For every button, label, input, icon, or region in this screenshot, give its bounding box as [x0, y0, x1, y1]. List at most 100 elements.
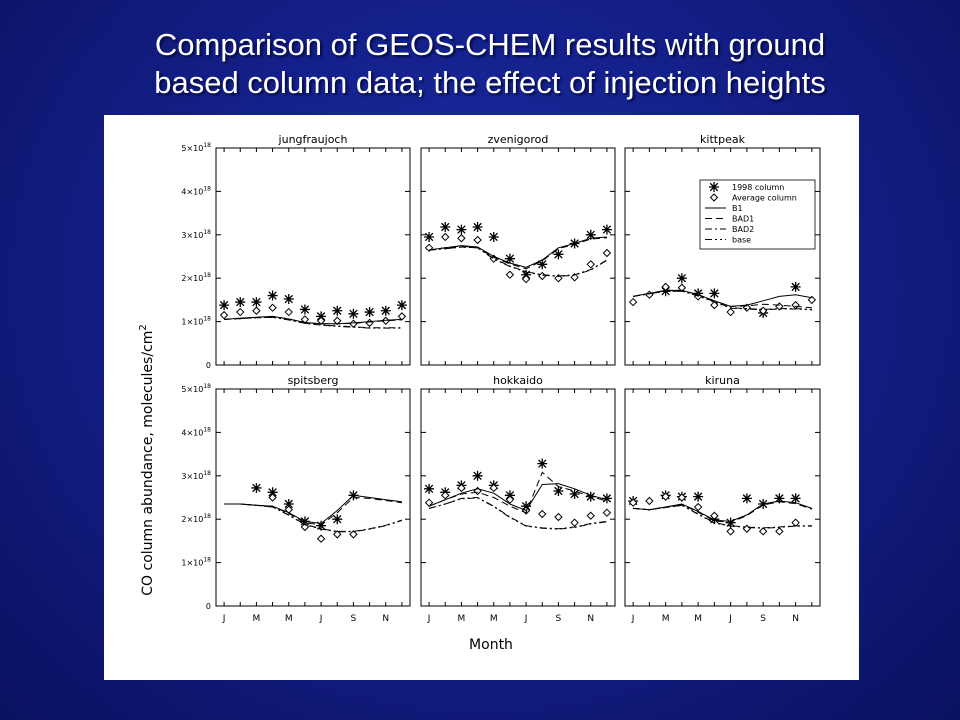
data-point-diamond — [349, 530, 358, 539]
y-tick-label-exponent: 18 — [203, 316, 211, 323]
y-axis-title-text: CO column abundance, molecules/cm — [140, 331, 156, 596]
data-point-diamond — [570, 518, 579, 527]
x-tick-label: M — [285, 614, 293, 624]
y-tick-label: 0 — [206, 602, 211, 611]
data-point-diamond — [726, 527, 735, 536]
data-point-diamond — [441, 491, 450, 500]
data-point-asterisk — [348, 308, 359, 319]
data-point-asterisk — [332, 305, 343, 316]
y-tick-label-base: 3×10 — [181, 231, 203, 240]
data-point-asterisk — [283, 294, 294, 305]
data-point-diamond — [457, 483, 466, 493]
y-tick-label-base: 5×10 — [181, 144, 203, 153]
data-point-diamond — [268, 303, 277, 312]
series-line-BAD2 — [633, 290, 812, 310]
data-point-asterisk — [472, 221, 483, 232]
data-point-asterisk — [283, 499, 294, 510]
data-point-diamond — [710, 300, 719, 310]
data-point-asterisk — [316, 311, 327, 322]
series-line-BAD2 — [633, 504, 812, 529]
x-tick-label: J — [524, 614, 528, 624]
data-point-diamond — [742, 524, 752, 533]
figure-panel: CO column abundance, molecules/cm2 Month j… — [104, 115, 859, 680]
y-tick-label-base: 5×10 — [181, 385, 203, 394]
y-tick-label-base: 0 — [206, 602, 211, 611]
y-tick-label: 2×1018 — [181, 272, 211, 283]
data-point-diamond — [489, 483, 498, 493]
data-point-asterisk — [472, 470, 483, 481]
data-point-diamond — [554, 512, 563, 522]
x-tick-label: J — [319, 614, 323, 624]
y-tick-label-base: 2×10 — [181, 515, 203, 524]
data-point-asterisk — [267, 290, 278, 301]
data-point-asterisk — [553, 249, 564, 260]
slide-title: Comparison of GEOS-CHEM results with gro… — [60, 26, 920, 102]
x-tick-label: M — [253, 614, 261, 624]
data-point-asterisk — [219, 300, 230, 311]
data-point-asterisk — [676, 273, 687, 284]
series-line-BAD2 — [429, 246, 608, 277]
data-point-diamond — [300, 522, 310, 532]
y-tick-label-exponent: 18 — [203, 557, 211, 564]
x-tick-label: J — [222, 614, 226, 624]
data-point-asterisk — [693, 491, 704, 502]
y-tick-label-base: 3×10 — [181, 472, 203, 481]
data-point-diamond — [284, 307, 293, 317]
series-line-BAD1 — [633, 289, 812, 309]
data-point-diamond — [602, 508, 612, 517]
series-line-BAD1 — [224, 496, 402, 526]
data-point-diamond — [758, 527, 768, 536]
data-point-asterisk — [456, 224, 467, 235]
subplot-zvenigorod: zvenigorod — [420, 133, 616, 366]
data-point-diamond — [693, 502, 703, 512]
data-point-diamond — [252, 306, 261, 315]
subplot-hokkaido: hokkaido J M M J S N — [420, 374, 616, 624]
data-point-asterisk — [569, 489, 580, 500]
data-point-diamond — [791, 518, 800, 527]
x-tick-label: N — [792, 614, 799, 624]
data-point-asterisk — [440, 221, 451, 232]
data-point-asterisk — [504, 490, 515, 501]
series-line-BAD2 — [224, 316, 402, 329]
subplot-title: zvenigorod — [488, 133, 549, 146]
y-tick-label: 3×1018 — [181, 229, 211, 240]
legend-marker-asterisk — [709, 182, 719, 192]
plot-frame — [624, 388, 821, 607]
data-point-diamond — [424, 498, 434, 507]
data-point-asterisk — [521, 501, 532, 512]
y-tick-label: 4×1018 — [181, 426, 211, 437]
y-tick-label-exponent: 18 — [203, 185, 211, 192]
y-tick-label: 3×1018 — [181, 470, 211, 481]
series-line-B1 — [224, 494, 402, 525]
data-point-asterisk — [396, 300, 407, 311]
data-point-diamond — [602, 248, 612, 258]
legend-box — [699, 179, 816, 250]
data-point-diamond — [397, 312, 407, 321]
data-point-diamond — [441, 232, 450, 242]
data-point-asterisk — [774, 493, 785, 504]
data-point-diamond — [586, 511, 595, 520]
subplot-spitsberg: spitsberg01×10182×10183×10184×10185×1018… — [181, 374, 411, 624]
subplot-jungfraujoch: jungfraujoch01×10182×10183×10184×10185×1… — [181, 133, 411, 370]
legend-label: BAD2 — [732, 225, 754, 234]
plot-frame — [624, 147, 821, 366]
y-tick-label: 1×1018 — [181, 557, 211, 568]
data-point-asterisk — [488, 231, 499, 242]
y-tick-label-base: 0 — [206, 361, 211, 370]
series-line-B1 — [429, 236, 607, 268]
data-point-diamond — [677, 493, 687, 502]
y-tick-label-base: 1×10 — [181, 318, 203, 327]
series-line-BAD2 — [224, 503, 403, 532]
x-tick-label: M — [662, 614, 670, 624]
x-tick-label: J — [427, 614, 431, 624]
y-axis-title-superscript: 2 — [138, 324, 149, 330]
data-point-diamond — [219, 310, 229, 320]
y-tick-label: 5×1018 — [181, 142, 211, 153]
plot-frame — [215, 388, 411, 607]
data-point-asterisk — [790, 281, 801, 292]
data-point-asterisk — [299, 304, 310, 315]
data-point-asterisk — [537, 458, 548, 469]
series-line-B1 — [633, 500, 813, 522]
data-point-asterisk — [504, 253, 515, 264]
